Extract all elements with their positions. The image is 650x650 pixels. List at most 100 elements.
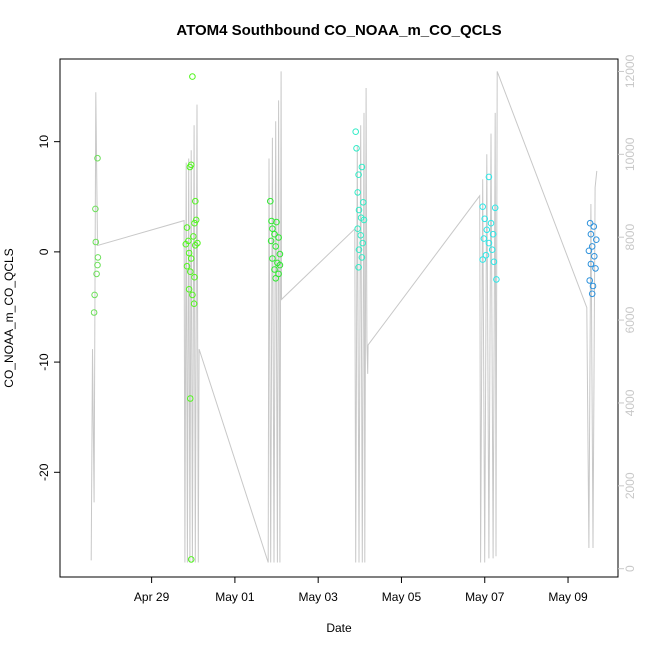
y-axis-label: CO_NOAA_m_CO_QCLS: [2, 248, 16, 387]
data-point: [355, 264, 362, 271]
data-point: [487, 219, 495, 227]
data-point: [190, 300, 198, 308]
data-point: [353, 145, 360, 152]
data-point: [271, 230, 278, 238]
data-point: [272, 243, 280, 250]
data-point: [183, 262, 191, 270]
data-point: [586, 277, 594, 284]
data-point: [357, 232, 365, 239]
right-y-tick-label: 12000: [623, 54, 637, 88]
data-point: [91, 291, 98, 299]
data-point: [187, 268, 194, 276]
points-layer: [90, 73, 600, 563]
data-point: [94, 154, 101, 162]
data-point: [187, 255, 195, 262]
data-point: [481, 215, 489, 223]
data-point: [90, 309, 98, 316]
right-y-tick-label: 2000: [623, 472, 637, 499]
right-y-tick-label: 10000: [623, 137, 637, 171]
x-axis: Apr 29 May 01 May 03 May 05 May 07 May 09: [134, 577, 588, 604]
right-y-tick-label: 0: [623, 565, 637, 572]
data-point: [355, 246, 363, 253]
data-point: [489, 230, 497, 238]
data-point: [480, 235, 488, 242]
x-tick-label: Apr 29: [134, 590, 170, 604]
data-point: [358, 254, 366, 261]
data-point: [275, 234, 282, 241]
data-point: [488, 246, 496, 253]
data-point: [359, 239, 367, 247]
data-point: [187, 395, 194, 402]
data-point: [191, 219, 198, 227]
data-point: [191, 273, 198, 281]
data-point: [275, 270, 282, 278]
right-y-axis: 0 2000 4000 6000 8000 10000 12000: [618, 54, 637, 572]
data-point: [587, 260, 595, 268]
data-point: [192, 242, 199, 249]
data-point: [185, 286, 193, 293]
data-point: [355, 206, 363, 214]
x-tick-label: May 09: [548, 590, 588, 604]
data-point: [192, 216, 200, 224]
data-point: [187, 161, 195, 169]
data-point: [354, 189, 362, 196]
x-tick-label: May 01: [215, 590, 255, 604]
data-point: [589, 282, 597, 290]
data-point: [269, 225, 276, 232]
data-point: [358, 163, 366, 171]
x-axis-label: Date: [326, 621, 352, 635]
right-y-tick-label: 4000: [623, 389, 637, 416]
data-point: [192, 197, 199, 205]
data-point: [490, 258, 498, 266]
data-point: [588, 243, 596, 250]
data-point: [491, 204, 499, 212]
data-point: [267, 197, 274, 205]
data-point: [588, 290, 596, 298]
data-point: [272, 275, 280, 282]
data-point: [587, 230, 595, 238]
data-point: [267, 237, 275, 245]
plot-frame: [59, 58, 619, 578]
y-axis: -20 -10 0 10: [37, 135, 60, 481]
x-tick-label: May 05: [382, 590, 422, 604]
data-point: [187, 556, 195, 563]
data-point: [485, 239, 493, 247]
data-point: [355, 171, 362, 178]
data-point: [592, 265, 599, 272]
data-point: [591, 252, 598, 260]
data-point: [94, 254, 102, 261]
data-point: [189, 291, 196, 299]
data-point: [92, 205, 99, 213]
data-point: [271, 266, 278, 273]
altitude-line: [90, 71, 598, 563]
data-point: [182, 240, 190, 248]
data-point: [485, 173, 493, 181]
chart-title: ATOM4 Southbound CO_NOAA_m_CO_QCLS: [176, 22, 501, 39]
data-point: [194, 239, 201, 247]
data-point: [479, 256, 487, 263]
x-tick-label: May 03: [298, 590, 338, 604]
y-tick-label: 10: [37, 135, 51, 149]
data-point: [276, 261, 284, 269]
data-point: [269, 255, 276, 262]
altitude-layer: [90, 71, 598, 563]
x-tick-label: May 07: [465, 590, 505, 604]
data-point: [273, 218, 280, 226]
data-point: [189, 73, 196, 80]
data-point: [482, 251, 490, 259]
data-point: [183, 224, 191, 231]
data-point: [586, 219, 594, 227]
data-point: [590, 223, 598, 230]
data-point: [493, 276, 500, 283]
data-point: [483, 226, 491, 234]
data-point: [190, 233, 197, 240]
y-tick-label: 0: [37, 248, 51, 255]
data-point: [359, 199, 367, 206]
data-point: [354, 225, 362, 232]
data-point: [93, 270, 100, 278]
data-point: [185, 249, 193, 257]
data-point: [94, 261, 101, 269]
data-point: [352, 128, 360, 135]
